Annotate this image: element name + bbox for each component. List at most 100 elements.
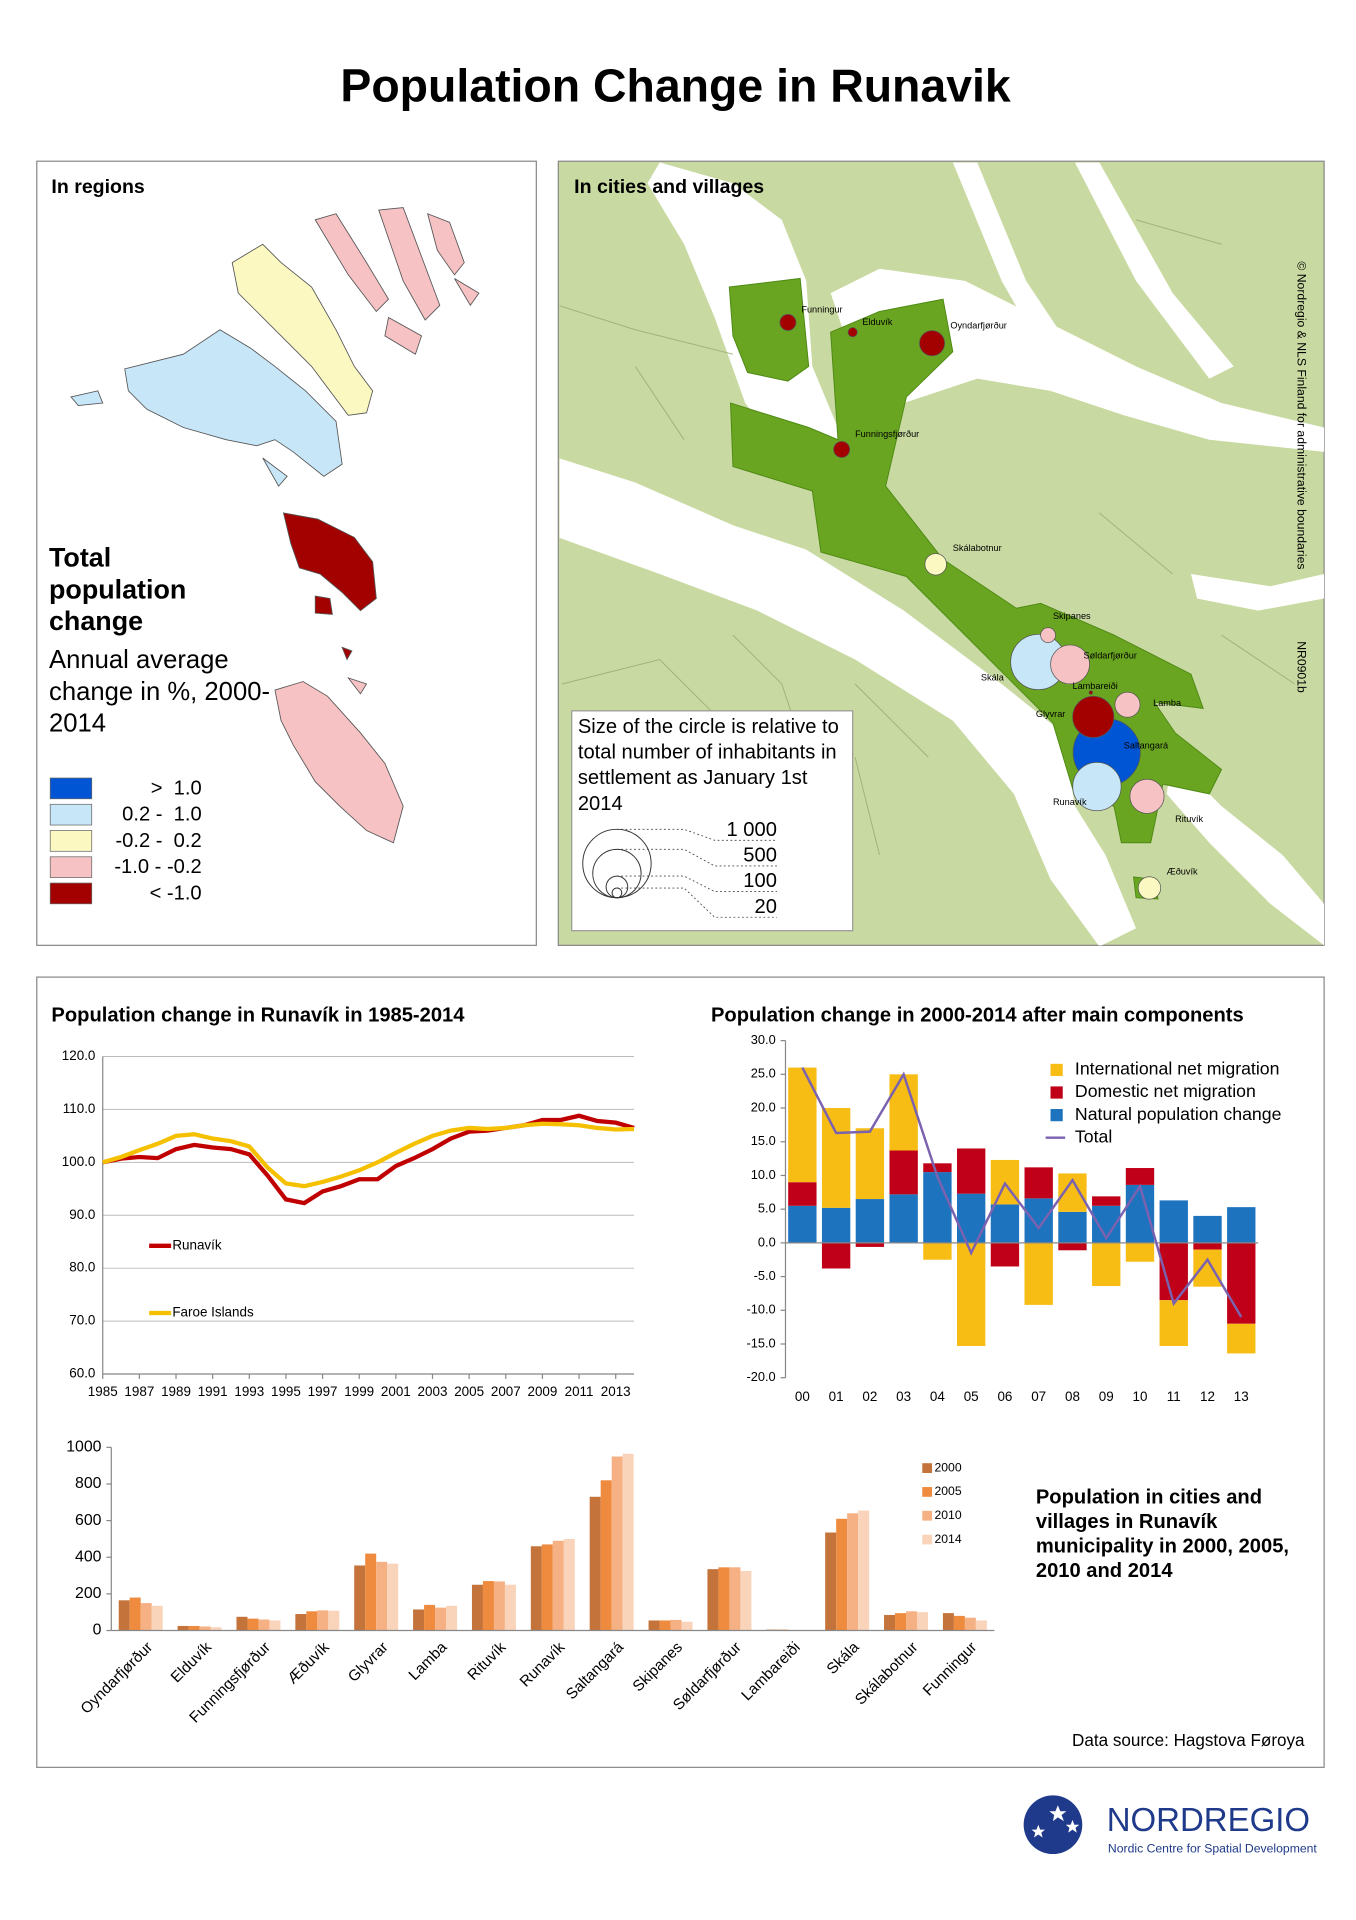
- settlement-circle: [919, 330, 945, 357]
- settlement-label: Søldarfjørður: [1083, 650, 1136, 660]
- bar: [435, 1607, 447, 1631]
- y-tick-label: 110.0: [63, 1101, 96, 1116]
- x-tick-label: 06: [997, 1389, 1012, 1404]
- bar-segment: [889, 1150, 918, 1195]
- y-tick-label: 400: [75, 1548, 102, 1565]
- bar: [129, 1597, 141, 1631]
- copyright: © Nordregio & NLS Finland for administra…: [1295, 261, 1309, 569]
- settlement-circle: [1137, 876, 1162, 900]
- bar-segment: [990, 1204, 1020, 1243]
- legend-label: International net migration: [1075, 1059, 1280, 1079]
- x-tick-label: 00: [795, 1389, 810, 1404]
- bar: [247, 1618, 259, 1631]
- bar-segment: [1058, 1242, 1087, 1251]
- bar: [611, 1456, 623, 1631]
- x-tick-label: 12: [1200, 1389, 1215, 1404]
- bar-segment: [788, 1182, 817, 1206]
- x-tick-label: 2003: [418, 1384, 448, 1399]
- legend-label: < -1.0: [150, 882, 202, 904]
- bar: [118, 1600, 130, 1631]
- settlement-label: Æðuvík: [1167, 866, 1198, 876]
- bar: [895, 1613, 907, 1631]
- x-tick-label: 1993: [234, 1384, 264, 1399]
- bar: [295, 1614, 307, 1631]
- bar-segment: [1058, 1211, 1087, 1243]
- logo-tagline: Nordic Centre for Spatial Development: [1108, 1841, 1318, 1855]
- legend-swatch: [49, 882, 93, 905]
- page-title: Population Change in Runavik: [340, 59, 1011, 111]
- legend-swatch: [922, 1463, 933, 1473]
- y-tick-label: 800: [75, 1475, 102, 1492]
- line-series: [102, 1113, 635, 1206]
- x-tick-label: 13: [1234, 1389, 1249, 1404]
- logo-stars: [1031, 1805, 1080, 1838]
- grouped-title-box: Population in cities and villages in Run…: [1035, 1486, 1290, 1582]
- legend-label: Total: [1075, 1126, 1112, 1146]
- region-dark-red: [282, 512, 377, 661]
- legend-subtitle: Annual average change in %, 2000-2014: [48, 646, 271, 738]
- y-tick-label: 10.0: [751, 1167, 776, 1182]
- settlement-label: Rituvík: [1175, 814, 1203, 824]
- bar-segment: [1227, 1207, 1256, 1243]
- bar: [258, 1619, 270, 1631]
- bar-segment: [889, 1074, 918, 1151]
- settlement-label: Skála: [981, 672, 1005, 682]
- bar: [413, 1609, 425, 1631]
- settlement-circle: [779, 314, 797, 331]
- bar: [541, 1544, 553, 1631]
- bar-segment: [889, 1194, 918, 1243]
- y-tick-label: -20.0: [746, 1369, 775, 1384]
- settlement-label: Glyvrar: [1036, 709, 1066, 719]
- bar-segment: [1193, 1242, 1222, 1250]
- settlement-label: Lambareiði: [1073, 681, 1118, 691]
- x-tick-label: 1987: [124, 1384, 154, 1399]
- bar-segment: [855, 1128, 885, 1200]
- settlement-label: Funningur: [801, 305, 842, 315]
- settlement-label: Skálabotnur: [953, 543, 1002, 553]
- legend-swatch: [1050, 1109, 1063, 1122]
- x-tick-label: 01: [829, 1389, 844, 1404]
- bar: [600, 1480, 612, 1631]
- y-tick-label: 200: [75, 1585, 102, 1602]
- x-tick-label: 02: [862, 1389, 877, 1404]
- bar-segment: [956, 1242, 986, 1347]
- chart-title: Population change in 2000-2014 after mai…: [711, 1005, 1244, 1027]
- bar-segment: [1125, 1242, 1155, 1262]
- legend-label: 2005: [934, 1484, 961, 1498]
- region-light-blue: [70, 329, 343, 487]
- y-tick-label: 100.0: [62, 1154, 96, 1169]
- logo-globe: [1023, 1795, 1083, 1855]
- settlement-label: Elduvík: [862, 317, 892, 327]
- bar: [884, 1614, 896, 1631]
- size-legend-text: Size of the circle is relative to total …: [577, 715, 839, 815]
- total-line: [801, 1067, 1243, 1318]
- channel: [1166, 757, 1325, 946]
- bar: [648, 1620, 660, 1631]
- y-tick-label: -15.0: [746, 1335, 775, 1350]
- bar-segment: [821, 1207, 851, 1243]
- x-tick-label: 1985: [88, 1384, 118, 1399]
- legend-label: > 1.0: [151, 777, 202, 799]
- bar-segment: [1092, 1242, 1121, 1287]
- bar-segment: [1024, 1198, 1053, 1243]
- y-tick-label: 120.0: [62, 1048, 96, 1063]
- line-chart: Population change in Runavík in 1985-201…: [51, 1005, 635, 1399]
- legend-swatch: [1050, 1063, 1063, 1077]
- bar: [917, 1612, 929, 1631]
- bar-segment: [956, 1148, 986, 1194]
- region-yellow: [231, 243, 374, 416]
- legend-label: Natural population change: [1075, 1104, 1282, 1124]
- x-tick-label: 2011: [565, 1384, 594, 1399]
- chart-title: Population in cities and villages in Run…: [1035, 1486, 1290, 1582]
- bar: [589, 1496, 601, 1631]
- logo: NORDREGIO Nordic Centre for Spatial Deve…: [1023, 1795, 1318, 1855]
- size-legend-label: 100: [743, 870, 777, 892]
- legend-label: 2014: [934, 1532, 961, 1546]
- panel-heading: In regions: [51, 176, 144, 198]
- x-tick-label: 2001: [381, 1384, 411, 1399]
- bar: [670, 1619, 682, 1631]
- y-tick-label: 80.0: [69, 1260, 95, 1275]
- bar: [707, 1569, 719, 1631]
- settlement-label: Funningsfjørður: [855, 429, 919, 439]
